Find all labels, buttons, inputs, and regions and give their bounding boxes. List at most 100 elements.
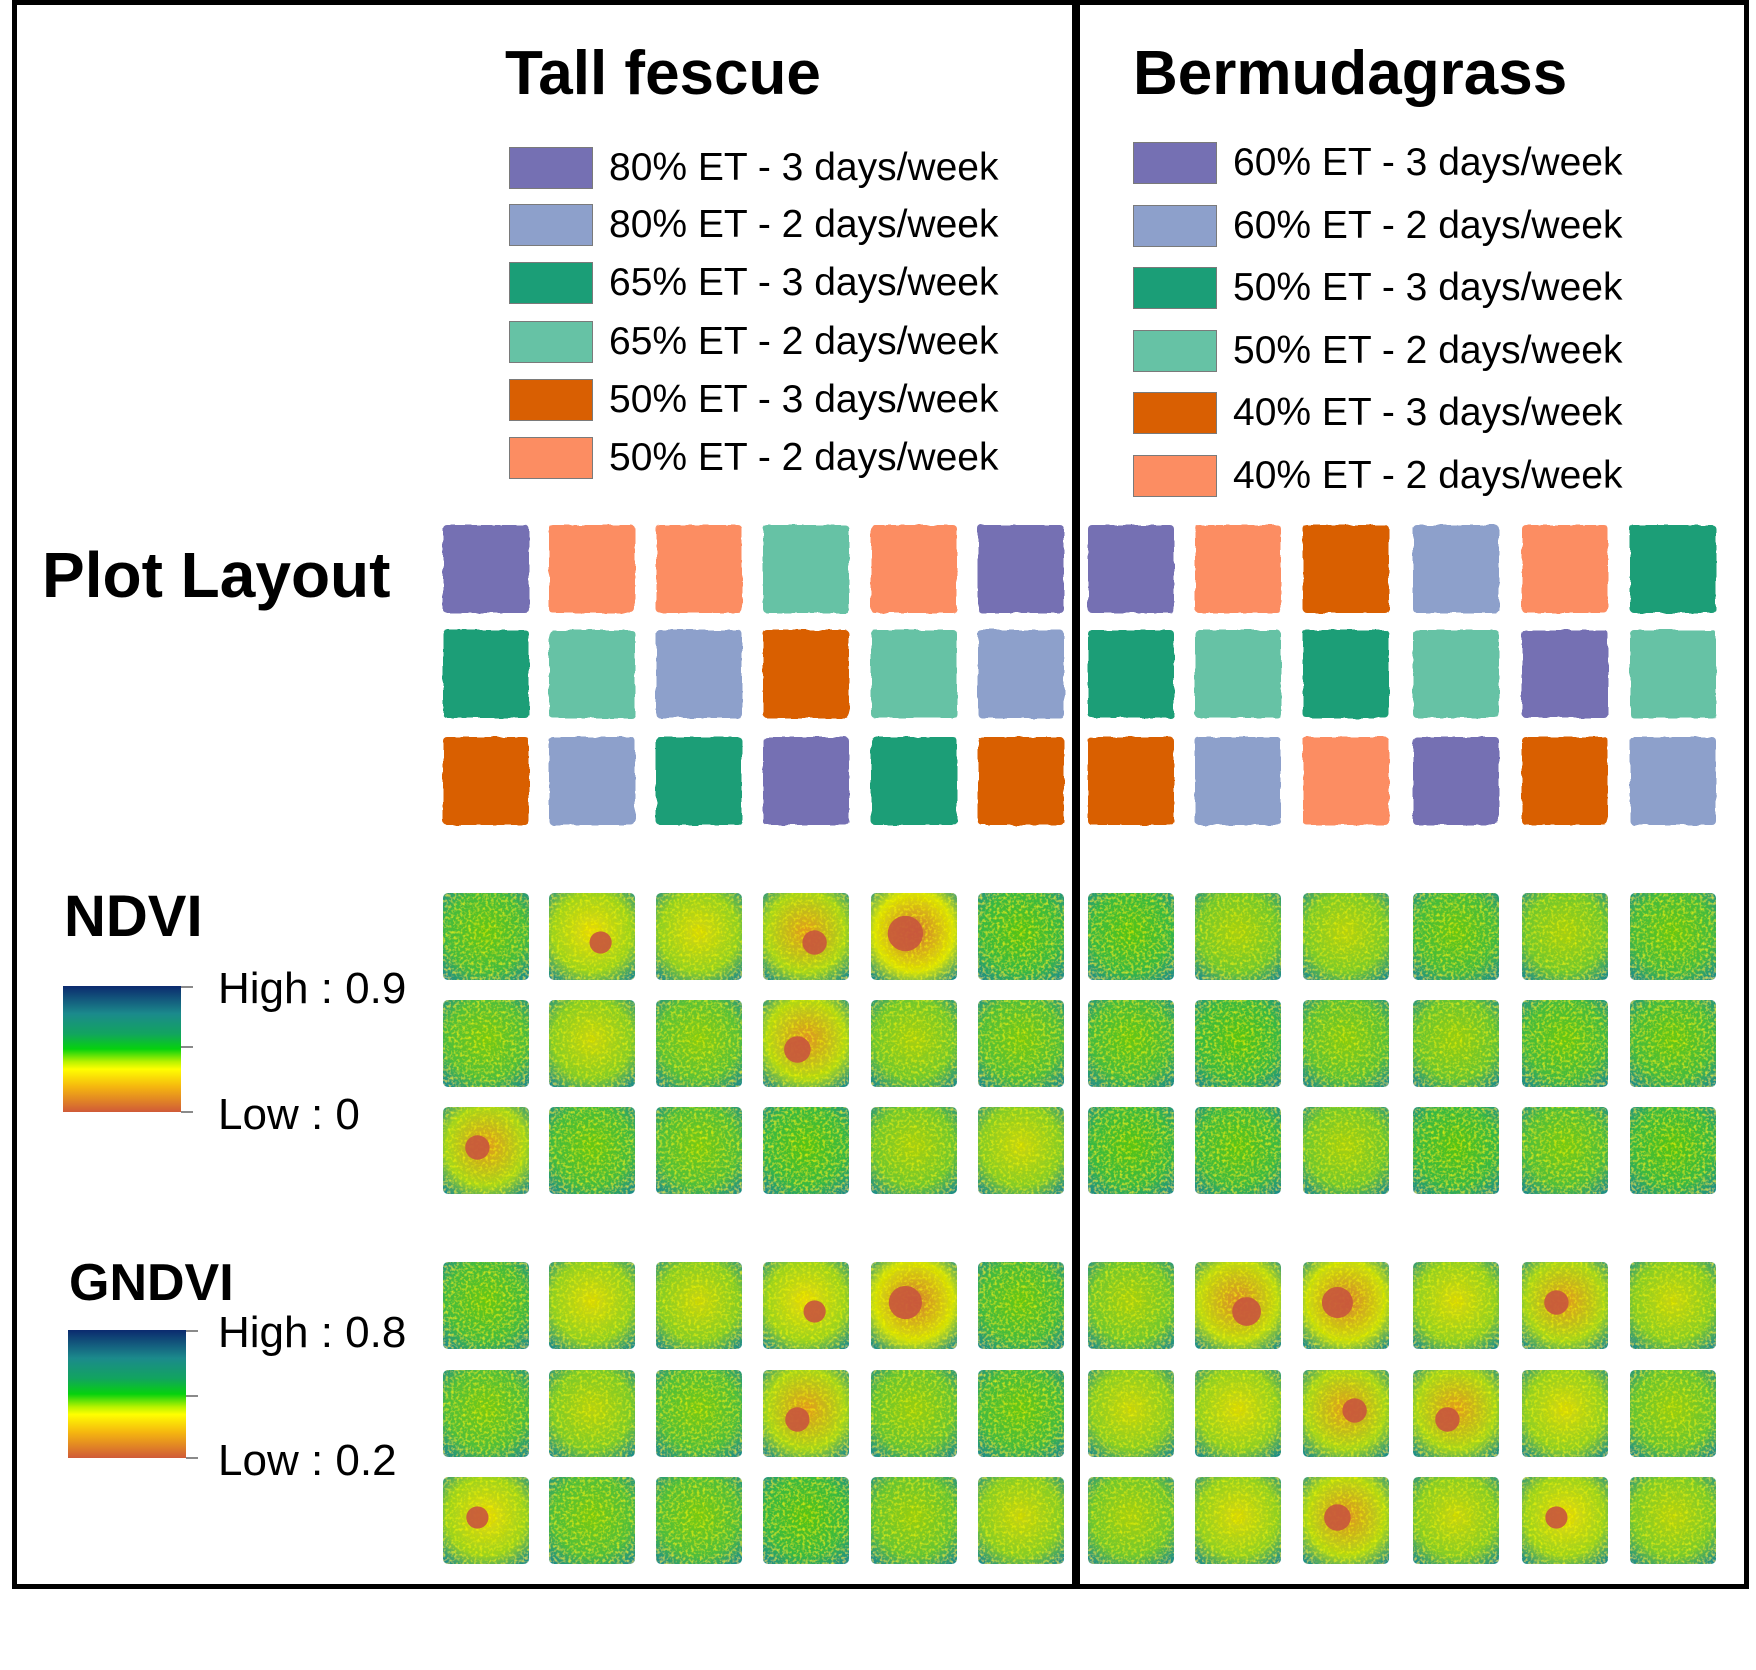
gndvi-color-ramp [68,1330,186,1458]
legend-label: 60% ET - 3 days/week [1233,141,1623,184]
legend-label: 80% ET - 2 days/week [609,203,999,246]
gndvi-plot-bermudagrass [1522,1370,1608,1457]
ndvi-stress-patch [802,930,827,955]
ndvi-tick-high [181,986,193,988]
ndvi-plot-bermudagrass [1088,1107,1174,1194]
layout-plot-tall-fescue [978,525,1064,613]
layout-plot-bermudagrass [1195,630,1281,718]
legend-swatch [1133,205,1217,247]
ndvi-plot-bermudagrass [1413,1107,1499,1194]
gndvi-plot-tall-fescue [871,1477,957,1564]
gndvi-plot-tall-fescue [656,1370,742,1457]
legend-swatch [1133,392,1217,434]
layout-plot-bermudagrass [1522,630,1608,718]
tall-fescue-title: Tall fescue [505,39,821,108]
layout-plot-tall-fescue [763,737,849,825]
ndvi-plot-tall-fescue [763,1107,849,1194]
layout-plot-bermudagrass [1413,630,1499,718]
legend-label: 80% ET - 3 days/week [609,146,999,189]
ndvi-plot-bermudagrass [1303,1107,1389,1194]
gndvi-plot-bermudagrass [1630,1262,1716,1349]
legend-label: 60% ET - 2 days/week [1233,204,1623,247]
gndvi-plot-bermudagrass [1195,1477,1281,1564]
gndvi-stress-patch [1544,1290,1569,1315]
gndvi-stress-patch [466,1506,489,1529]
layout-plot-tall-fescue [656,737,742,825]
legend-label: 65% ET - 2 days/week [609,320,999,363]
gndvi-plot-tall-fescue [978,1262,1064,1349]
plot-layout-title: Plot Layout [42,539,391,611]
ndvi-plot-tall-fescue [978,893,1064,980]
legend-swatch [1133,267,1217,309]
layout-plot-bermudagrass [1630,737,1716,825]
ndvi-plot-bermudagrass [1630,893,1716,980]
figure-frame [12,0,1749,1589]
gndvi-plot-bermudagrass [1413,1262,1499,1349]
ndvi-plot-bermudagrass [1195,1000,1281,1087]
legend-swatch [509,379,593,421]
layout-plot-tall-fescue [978,737,1064,825]
legend-swatch [509,147,593,189]
gndvi-high-label: High : 0.8 [218,1308,407,1357]
legend-label: 50% ET - 2 days/week [609,436,999,479]
layout-plot-bermudagrass [1303,737,1389,825]
layout-plot-bermudagrass [1522,525,1608,613]
gndvi-plot-tall-fescue [549,1262,635,1349]
layout-plot-tall-fescue [871,525,957,613]
ndvi-plot-bermudagrass [1630,1107,1716,1194]
legend-swatch [509,437,593,479]
gndvi-tick-high [186,1330,198,1332]
ndvi-plot-bermudagrass [1195,1107,1281,1194]
gndvi-plot-tall-fescue [549,1477,635,1564]
layout-plot-bermudagrass [1413,525,1499,613]
gndvi-plot-bermudagrass [1630,1370,1716,1457]
legend-label: 40% ET - 2 days/week [1233,454,1623,497]
ndvi-stress-patch [887,915,924,952]
bermudagrass-title: Bermudagrass [1133,39,1568,108]
layout-plot-tall-fescue [443,525,529,613]
gndvi-stress-patch [803,1300,826,1323]
ndvi-color-ramp [63,986,181,1112]
gndvi-low-label: Low : 0.2 [218,1436,397,1485]
gndvi-plot-tall-fescue [656,1477,742,1564]
legend-swatch [1133,142,1217,184]
plot-layout-grid [443,525,1716,825]
layout-plot-bermudagrass [1195,737,1281,825]
gndvi-plot-tall-fescue [656,1262,742,1349]
layout-plot-bermudagrass [1630,525,1716,613]
gndvi-plot-bermudagrass [1088,1370,1174,1457]
ndvi-plot-bermudagrass [1522,1000,1608,1087]
ndvi-plot-bermudagrass [1413,893,1499,980]
gndvi-plot-tall-fescue [443,1262,529,1349]
layout-plot-bermudagrass [1088,525,1174,613]
ndvi-plot-bermudagrass [1088,893,1174,980]
legend-label: 50% ET - 2 days/week [1233,329,1623,372]
layout-plot-tall-fescue [763,525,849,613]
legend-label: 50% ET - 3 days/week [1233,266,1623,309]
layout-plot-tall-fescue [763,630,849,718]
layout-plot-tall-fescue [443,630,529,718]
legend-label: 40% ET - 3 days/week [1233,391,1623,434]
layout-plot-tall-fescue [443,737,529,825]
gndvi-tick-low [186,1457,198,1459]
ndvi-plot-tall-fescue [656,1000,742,1087]
gndvi-plot-bermudagrass [1195,1370,1281,1457]
gndvi-stress-patch [785,1407,810,1432]
ndvi-plot-bermudagrass [1303,893,1389,980]
ndvi-plot-bermudagrass [1522,893,1608,980]
gndvi-grid [443,1262,1716,1564]
ndvi-plot-tall-fescue [871,1107,957,1194]
legend-swatch [1133,455,1217,497]
layout-plot-tall-fescue [549,737,635,825]
ndvi-plot-bermudagrass [1630,1000,1716,1087]
ndvi-plot-bermudagrass [1195,893,1281,980]
gndvi-stress-patch [1324,1504,1351,1531]
ndvi-stress-patch [465,1135,490,1160]
gndvi-plot-tall-fescue [978,1477,1064,1564]
ndvi-plot-tall-fescue [656,893,742,980]
gndvi-stress-patch [1321,1287,1353,1318]
ndvi-tick-low [181,1111,193,1113]
legend-swatch [509,204,593,246]
layout-plot-tall-fescue [871,630,957,718]
